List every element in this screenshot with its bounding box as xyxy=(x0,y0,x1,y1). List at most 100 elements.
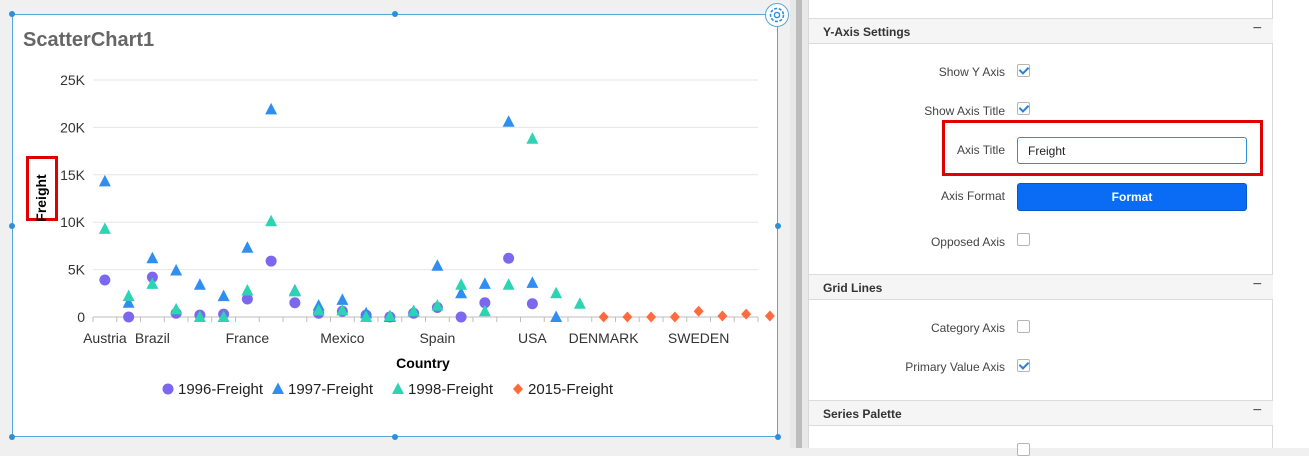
x-tick-label: Spain xyxy=(419,330,455,346)
data-point-2015-freight[interactable] xyxy=(669,311,680,323)
data-point-1996-freight[interactable] xyxy=(455,311,467,323)
legend-marker[interactable] xyxy=(272,382,284,395)
collapse-icon[interactable]: − xyxy=(1252,276,1262,293)
series-palette-checkbox[interactable] xyxy=(1017,443,1030,456)
resize-handle-bottom-right[interactable] xyxy=(775,434,781,440)
data-point-1996-freight[interactable] xyxy=(289,297,301,309)
x-tick-label: SWEDEN xyxy=(668,330,729,346)
data-point-1998-freight[interactable] xyxy=(526,132,539,144)
data-point-1997-freight[interactable] xyxy=(122,296,135,308)
collapse-icon[interactable]: − xyxy=(1252,402,1262,419)
data-point-1998-freight[interactable] xyxy=(288,284,301,297)
data-point-1996-freight[interactable] xyxy=(146,271,158,283)
y-axis-title-highlight xyxy=(26,156,58,221)
data-point-2015-freight[interactable] xyxy=(717,310,728,322)
data-point-1997-freight[interactable] xyxy=(217,289,230,302)
data-point-1997-freight[interactable] xyxy=(502,115,515,127)
data-point-1998-freight[interactable] xyxy=(170,302,183,315)
data-point-1998-freight[interactable] xyxy=(146,277,159,289)
data-point-1997-freight[interactable] xyxy=(98,174,111,187)
legend-marker[interactable] xyxy=(162,383,174,395)
data-point-1996-freight[interactable] xyxy=(503,252,515,264)
data-point-2015-freight[interactable] xyxy=(764,310,775,322)
primary-value-axis-checkbox[interactable] xyxy=(1017,359,1030,372)
data-point-1997-freight[interactable] xyxy=(193,278,206,290)
data-point-1997-freight[interactable] xyxy=(170,264,183,276)
data-point-1997-freight[interactable] xyxy=(478,277,491,289)
show-y-axis-checkbox[interactable] xyxy=(1017,64,1030,77)
legend-marker[interactable] xyxy=(513,383,523,395)
legend-label: 1996-Freight xyxy=(178,381,264,398)
data-point-2015-freight[interactable] xyxy=(741,308,752,320)
grid-lines-header[interactable]: Grid Lines − xyxy=(809,274,1274,300)
show-axis-title-checkbox[interactable] xyxy=(1017,102,1030,115)
x-tick-label: Mexico xyxy=(320,330,365,346)
axis-title-label: Axis Title xyxy=(956,143,1005,157)
widget-title: ScatterChart1 xyxy=(23,29,155,51)
axis-title-input[interactable] xyxy=(1017,137,1247,164)
data-point-1997-freight[interactable] xyxy=(265,102,278,115)
data-point-1997-freight[interactable] xyxy=(455,286,468,299)
data-point-1998-freight[interactable] xyxy=(193,310,206,323)
data-point-1997-freight[interactable] xyxy=(146,251,159,264)
data-point-1996-freight[interactable] xyxy=(123,311,135,323)
data-point-1996-freight[interactable] xyxy=(99,274,111,286)
data-point-1998-freight[interactable] xyxy=(360,310,373,323)
data-point-1998-freight[interactable] xyxy=(455,278,468,290)
data-point-1998-freight[interactable] xyxy=(265,214,278,227)
data-point-1998-freight[interactable] xyxy=(407,304,420,317)
data-point-1996-freight[interactable] xyxy=(265,255,277,267)
format-button[interactable]: Format xyxy=(1017,183,1247,211)
data-point-1997-freight[interactable] xyxy=(550,310,563,323)
properties-panel: Y-Axis Settings − Show Y Axis Show Axis … xyxy=(808,0,1274,456)
series-palette-header[interactable]: Series Palette − xyxy=(809,400,1274,426)
x-axis-title: Country xyxy=(396,355,450,371)
data-point-1998-freight[interactable] xyxy=(431,299,444,311)
data-point-1998-freight[interactable] xyxy=(502,278,515,290)
data-point-1997-freight[interactable] xyxy=(241,241,254,253)
data-point-1998-freight[interactable] xyxy=(312,303,325,316)
collapse-icon[interactable]: − xyxy=(1252,20,1262,37)
resize-handle-bottom[interactable] xyxy=(392,434,398,440)
section-title: Y-Axis Settings xyxy=(823,25,911,39)
data-point-1996-freight[interactable] xyxy=(526,298,538,310)
data-point-1997-freight[interactable] xyxy=(431,259,444,271)
data-point-2015-freight[interactable] xyxy=(622,311,633,323)
splitter-scrollbar[interactable] xyxy=(796,0,802,448)
data-point-1996-freight[interactable] xyxy=(241,293,253,305)
y-tick-label: 5K xyxy=(68,262,86,278)
section-title: Series Palette xyxy=(823,407,902,421)
resize-handle-bottom-left[interactable] xyxy=(9,434,15,440)
axis-title-highlight xyxy=(942,120,1263,176)
scatter-chart-widget[interactable]: ScatterChart1 Country 0 5K 10K 15K 20K 25K Aus… xyxy=(12,14,778,437)
data-point-1998-freight[interactable] xyxy=(478,304,491,317)
widget-settings-button[interactable] xyxy=(765,3,789,27)
data-point-2015-freight[interactable] xyxy=(646,311,657,323)
data-point-1996-freight[interactable] xyxy=(479,297,491,309)
data-point-1997-freight[interactable] xyxy=(336,293,349,305)
yaxis-settings-header[interactable]: Y-Axis Settings − xyxy=(809,18,1274,44)
scatter-chart: Country 0 5K 10K 15K 20K 25K Austria Brazil Fran… xyxy=(60,72,775,398)
legend-marker[interactable] xyxy=(392,382,404,395)
data-point-1998-freight[interactable] xyxy=(336,303,349,316)
data-point-1998-freight[interactable] xyxy=(98,222,111,234)
data-point-1998-freight[interactable] xyxy=(241,283,254,296)
resize-handle-right[interactable] xyxy=(775,223,781,229)
legend-label: 1998-Freight xyxy=(408,381,494,398)
y-tick-label: 15K xyxy=(60,167,86,183)
data-point-1998-freight[interactable] xyxy=(383,309,396,322)
category-axis-checkbox[interactable] xyxy=(1017,320,1030,333)
resize-handle-top[interactable] xyxy=(392,11,398,17)
data-point-2015-freight[interactable] xyxy=(598,311,609,323)
data-point-1998-freight[interactable] xyxy=(550,286,563,299)
data-point-1998-freight[interactable] xyxy=(122,289,135,302)
opposed-axis-checkbox[interactable] xyxy=(1017,233,1030,246)
resize-handle-left[interactable] xyxy=(9,223,15,229)
data-point-1998-freight[interactable] xyxy=(217,310,230,323)
data-point-2015-freight[interactable] xyxy=(693,305,704,317)
resize-handle-top-left[interactable] xyxy=(9,11,15,17)
primary-value-axis-label: Primary Value Axis xyxy=(905,360,1005,374)
data-point-1998-freight[interactable] xyxy=(573,297,586,309)
data-point-1997-freight[interactable] xyxy=(526,276,539,288)
x-tick-label: Austria xyxy=(83,330,127,346)
